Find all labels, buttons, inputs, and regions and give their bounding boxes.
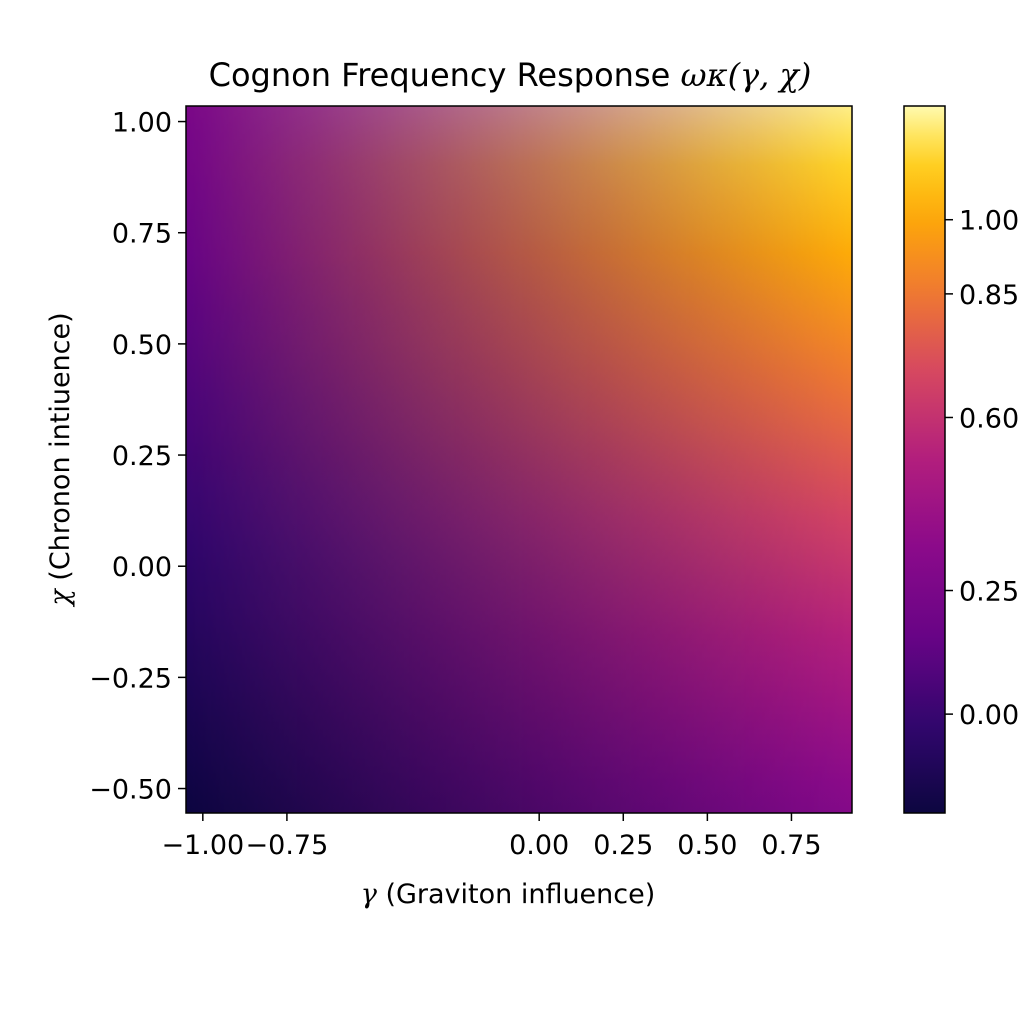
colorbar: 0.00 0.25 0.60 0.85 1.00 bbox=[903, 105, 1019, 814]
x-axis-label-text: (Graviton influence) bbox=[377, 879, 655, 910]
chart-title: Cognon Frequency Response ωκ(γ, χ) bbox=[209, 56, 812, 94]
colorbar-tick-label: 0.85 bbox=[959, 280, 1019, 311]
y-axis-label-symbol: χ bbox=[45, 588, 76, 608]
y-axis-label-text: (Chronon intiuence) bbox=[45, 312, 76, 589]
colorbar-ticks: 0.00 0.25 0.60 0.85 1.00 bbox=[945, 206, 1019, 731]
colorbar-tick-label: 1.00 bbox=[959, 206, 1019, 237]
y-tick-label: 0.50 bbox=[112, 330, 172, 361]
x-tick-label: 0.25 bbox=[593, 830, 653, 861]
x-axis-label: γ (Graviton influence) bbox=[361, 879, 656, 910]
chart-title-symbol: ωκ(γ, χ) bbox=[680, 56, 811, 94]
x-axis-label-symbol: γ bbox=[361, 879, 378, 910]
y-tick-label: −0.25 bbox=[89, 663, 172, 694]
colorbar-gradient-bar bbox=[903, 105, 946, 814]
x-tick-label: 0.75 bbox=[761, 830, 821, 861]
y-axis-label: χ (Chronon intiuence) bbox=[45, 312, 76, 607]
y-tick-label: 0.00 bbox=[112, 552, 172, 583]
y-axis: −0.50 −0.25 0.00 0.25 0.50 0.75 1.00 bbox=[89, 108, 186, 806]
plot-frame bbox=[185, 105, 853, 814]
colorbar-tick-label: 0.60 bbox=[959, 403, 1019, 434]
colorbar-tick-label: 0.00 bbox=[959, 700, 1019, 731]
y-tick-label: −0.50 bbox=[89, 775, 172, 806]
x-tick-label: 0.50 bbox=[677, 830, 737, 861]
x-axis: −1.00 −0.75 0.00 0.25 0.50 0.75 bbox=[161, 813, 822, 861]
x-tick-label: 0.00 bbox=[509, 830, 569, 861]
y-tick-label: 0.25 bbox=[112, 441, 172, 472]
y-tick-label: 0.75 bbox=[112, 219, 172, 250]
x-tick-label: −1.00 bbox=[161, 830, 244, 861]
heatmap bbox=[185, 105, 853, 814]
x-tick-label: −0.75 bbox=[246, 830, 329, 861]
heatmap-blend-layer bbox=[186, 106, 852, 813]
colorbar-tick-label: 0.25 bbox=[959, 577, 1019, 608]
y-tick-label: 1.00 bbox=[112, 108, 172, 139]
chart-title-text: Cognon Frequency Response bbox=[209, 56, 681, 94]
